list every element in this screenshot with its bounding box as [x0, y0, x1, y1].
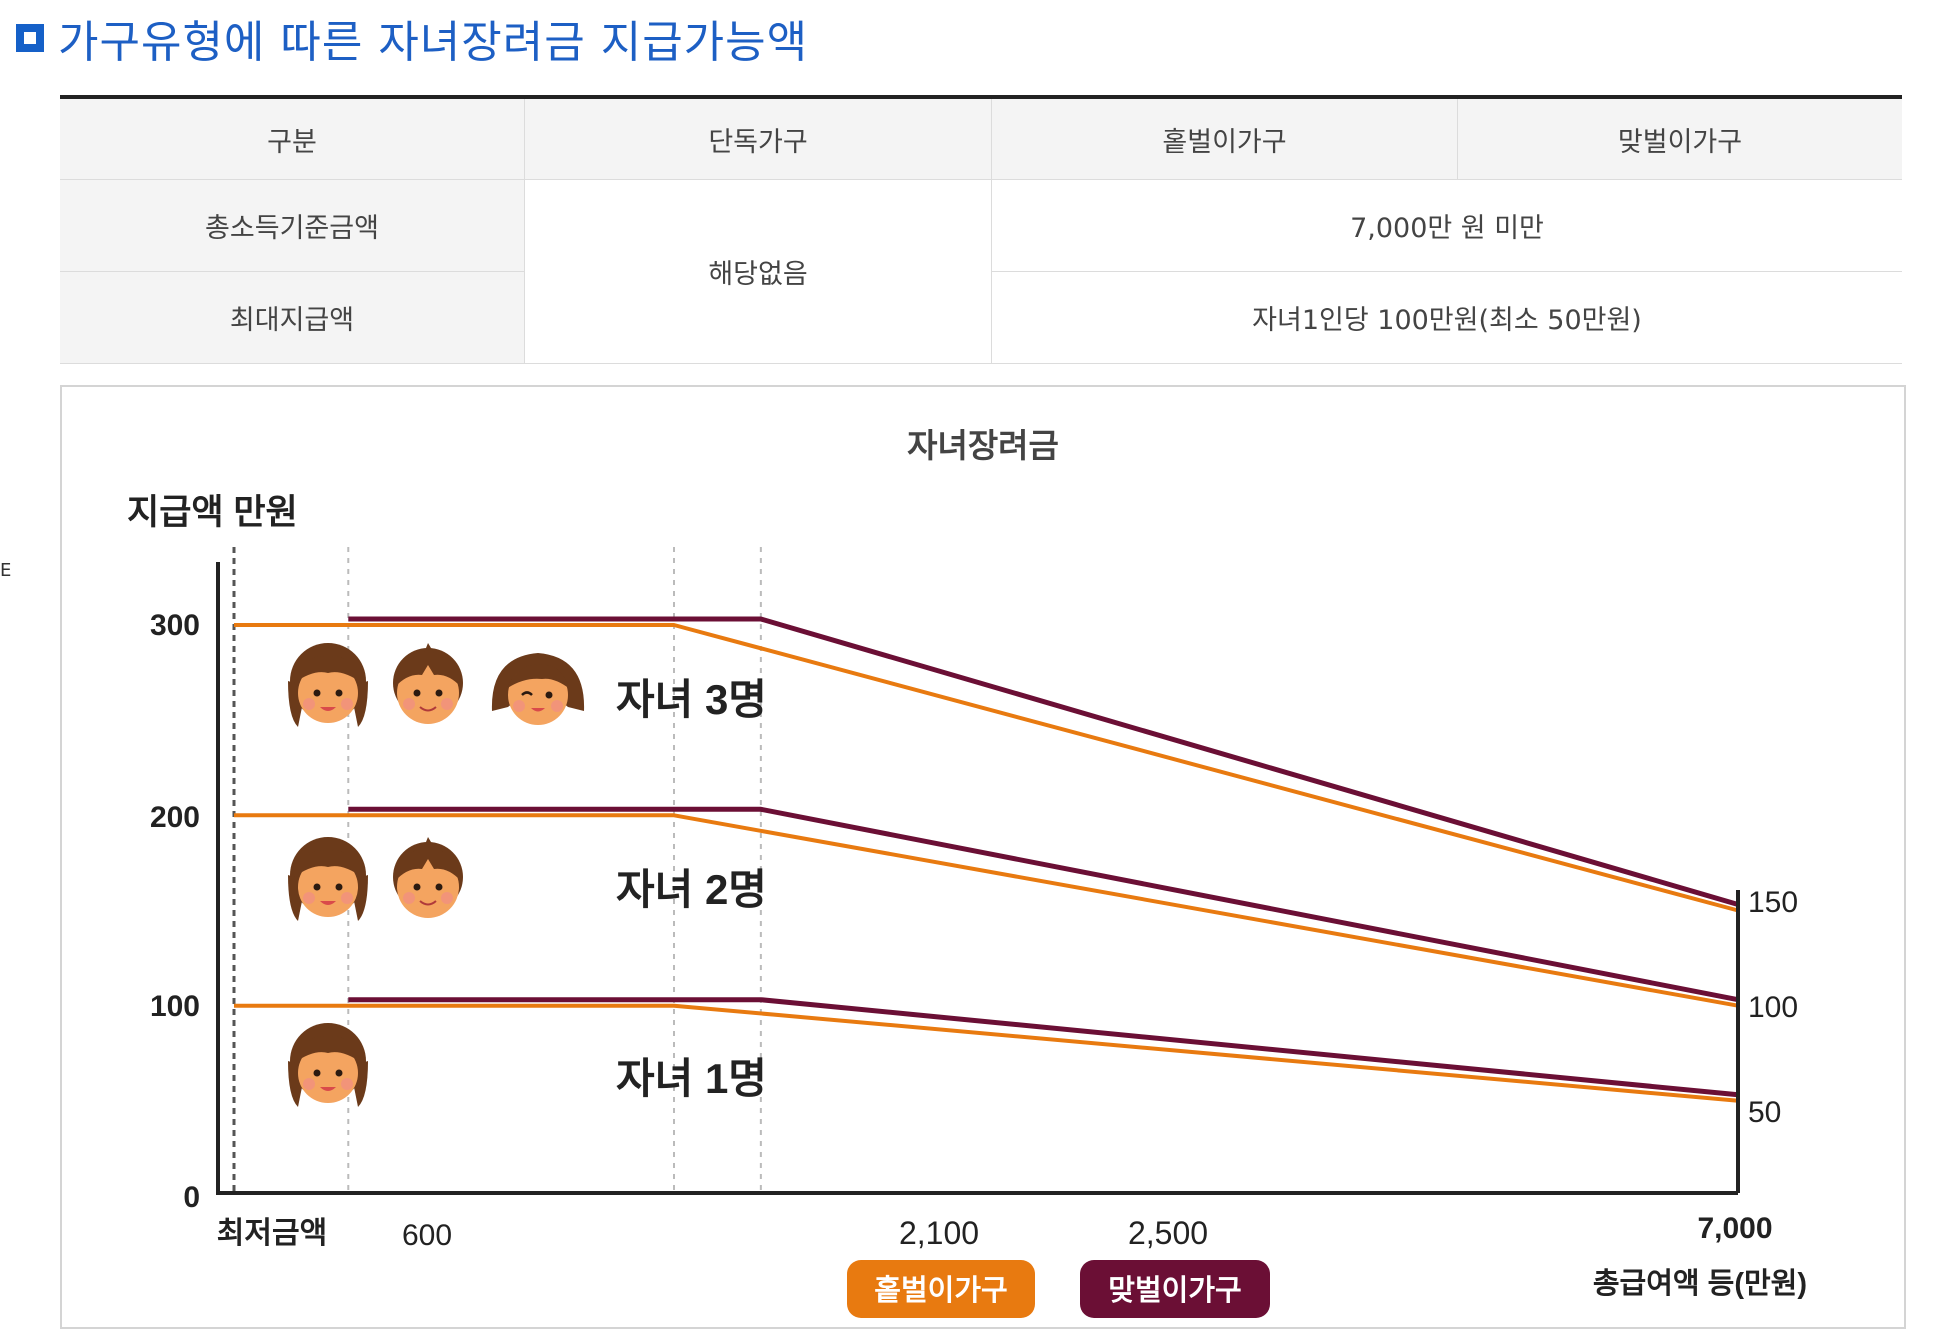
x-tick-label: 2,100: [899, 1215, 979, 1251]
x-tick-labels: 최저금액 600 2,100 2,500 7,000: [217, 1212, 1773, 1252]
right-value-label: 100: [1748, 991, 1798, 1024]
right-value-label: 50: [1748, 1096, 1781, 1129]
x-tick-label: 7,000: [1697, 1212, 1772, 1245]
row-label-max: 최대지급액: [60, 271, 525, 364]
legend-label: 맞벌이가구: [1108, 1274, 1241, 1307]
y-tick-labels: 300 200 100 0: [150, 609, 200, 1214]
dual-earner-line-1-children: [348, 997, 1739, 1098]
eligibility-table: 구분 단독가구 홑벌이가구 맞벌이가구 총소득기준금액 해당없음 7,000만 …: [60, 95, 1902, 364]
square-bullet-icon: [16, 24, 44, 52]
heading-title: 가구유형에 따른 자녀장려금 지급가능액: [58, 17, 809, 68]
group-label-2: 자녀 2명: [616, 866, 767, 913]
children-group-labels: 자녀 3명 자녀 2명 자녀 1명: [616, 676, 767, 1102]
legend-label: 홑벌이가구: [874, 1274, 1007, 1307]
header-category: 구분: [60, 97, 525, 180]
section-heading: 가구유형에 따른 자녀장려금 지급가능액: [16, 8, 808, 68]
single-earner-line-1-children: [234, 1003, 1739, 1103]
chart-title: 자녀장려금: [907, 427, 1059, 464]
x-axis-label: 총급여액 등(만원): [1593, 1267, 1807, 1300]
girl-face-icon: [288, 1023, 368, 1107]
cell-max-amount: 자녀1인당 100만원(최소 50만원): [991, 271, 1902, 364]
girl-face-icon: [288, 643, 368, 727]
cell-income-limit: 7,000만 원 미만: [991, 179, 1902, 272]
x-tick-label: 600: [402, 1219, 452, 1252]
group-label-1: 자녀 1명: [616, 1055, 767, 1102]
x-tick-label: 최저금액: [217, 1217, 327, 1250]
boy-face-icon: [392, 642, 464, 725]
header-single-earner: 홑벌이가구: [991, 97, 1458, 180]
header-dual-earner: 맞벌이가구: [1457, 97, 1902, 180]
row-label-income: 총소득기준금액: [60, 179, 525, 272]
dual-earner-line-2-children: [348, 806, 1739, 1003]
single-earner-line-2-children: [234, 813, 1739, 1008]
y-tick-label: 0: [183, 1181, 200, 1214]
child-allowance-chart: 자녀장려금 지급액 만원 300 200 100 0 최저금액 600 2,10…: [127, 427, 1807, 1318]
dual-earner-line-3-children: [348, 616, 1739, 907]
legend-single-earner: 홑벌이가구: [847, 1260, 1035, 1318]
girl-face-icon: [288, 837, 368, 921]
y-tick-label: 100: [150, 990, 200, 1023]
right-value-label: 150: [1748, 886, 1798, 919]
x-tick-label: 2,500: [1128, 1215, 1208, 1251]
header-single: 단독가구: [524, 97, 992, 180]
winking-girl-face-icon: [490, 651, 586, 727]
table-header-row: 구분 단독가구 홑벌이가구 맞벌이가구: [60, 97, 1902, 180]
boy-face-icon: [392, 836, 464, 919]
right-value-labels: 150 100 50: [1748, 886, 1798, 1129]
single-earner-line-3-children: [234, 623, 1739, 913]
legend-dual-earner: 맞벌이가구: [1080, 1260, 1270, 1318]
group-label-3: 자녀 3명: [616, 676, 767, 723]
cell-single-na: 해당없음: [524, 179, 992, 364]
y-tick-label: 200: [150, 801, 200, 834]
table-row: 최대지급액 자녀1인당 100만원(최소 50만원): [60, 271, 1902, 364]
y-axis-label: 지급액 만원: [127, 493, 298, 532]
table-row: 총소득기준금액 해당없음 7,000만 원 미만: [60, 179, 1902, 364]
y-tick-label: 300: [150, 609, 200, 642]
chart-container: 자녀장려금 지급액 만원 300 200 100 0 최저금액 600 2,10…: [60, 385, 1906, 1329]
chart-series: [234, 616, 1739, 1103]
side-mark: E: [0, 560, 12, 581]
